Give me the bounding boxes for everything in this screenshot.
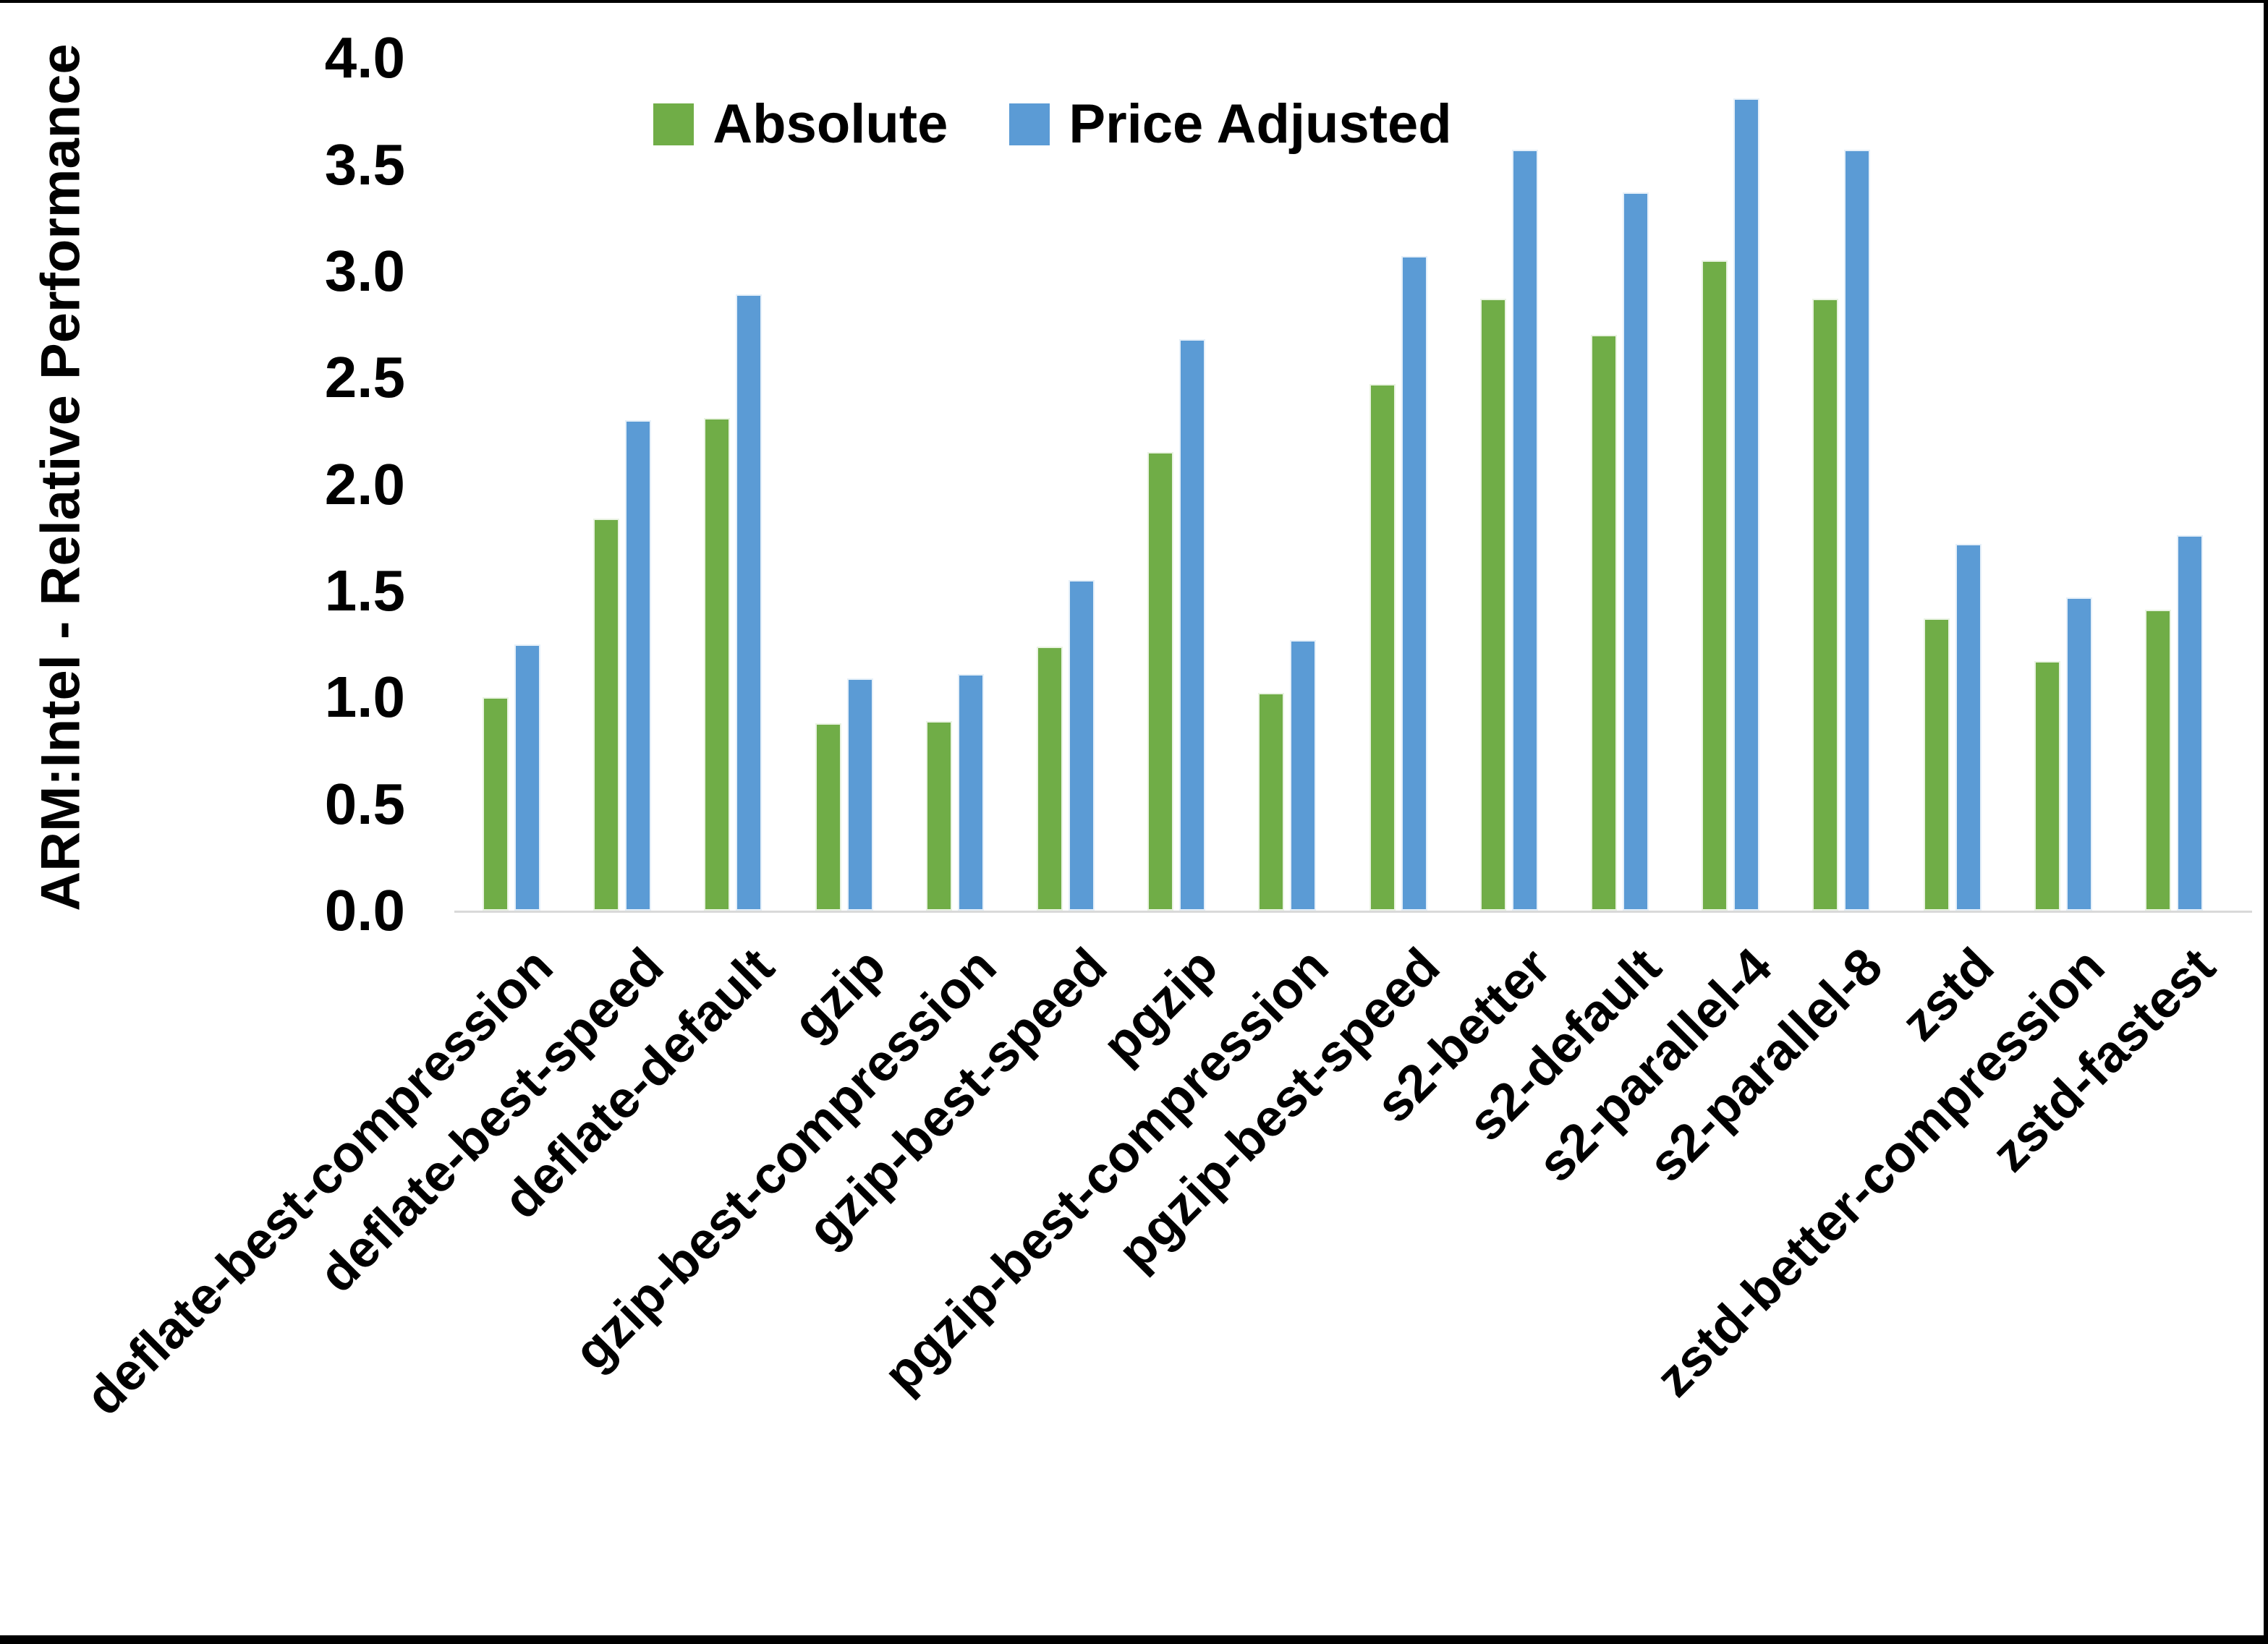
- bar-price-adjusted-s2-default: [1623, 192, 1649, 911]
- bar-price-adjusted-deflate-default: [736, 294, 763, 911]
- legend-swatch-price-adjusted: [1009, 103, 1050, 145]
- y-tick-label-3.5: 3.5: [324, 132, 405, 197]
- bar-price-adjusted-zstd-fastest: [2177, 535, 2203, 911]
- bar-absolute-deflate-best-compression: [483, 697, 509, 911]
- legend: Absolute Price Adjusted: [0, 93, 2105, 156]
- bar-absolute-zstd-better-compression: [2034, 661, 2060, 911]
- frame-right-border: [2264, 0, 2268, 1644]
- bar-price-adjusted-gzip-best-compression: [957, 673, 984, 911]
- y-tick-label-0.5: 0.5: [324, 771, 405, 836]
- legend-item-price-adjusted: Price Adjusted: [1009, 93, 1452, 156]
- bar-absolute-gzip-best-speed: [1037, 646, 1063, 911]
- y-tick-label-1.5: 1.5: [324, 558, 405, 623]
- bar-price-adjusted-gzip-best-speed: [1069, 580, 1095, 911]
- y-axis-title: ARM:Intel - Relative Performance: [30, 43, 92, 911]
- x-axis-line: [454, 911, 2252, 913]
- y-tick-label-2.0: 2.0: [324, 451, 405, 516]
- bar-price-adjusted-pgzip-best-compression: [1290, 639, 1317, 911]
- bar-absolute-s2-default: [1591, 335, 1617, 911]
- bar-absolute-s2-better: [1479, 299, 1506, 911]
- y-tick-label-2.5: 2.5: [324, 345, 405, 410]
- bar-absolute-s2-parallel-4: [1702, 260, 1728, 911]
- y-tick-label-4.0: 4.0: [324, 25, 405, 90]
- bar-price-adjusted-pgzip-best-speed: [1401, 256, 1427, 911]
- legend-label-price-adjusted: Price Adjusted: [1069, 93, 1452, 155]
- bar-absolute-zstd: [1923, 618, 1950, 911]
- bar-absolute-deflate-default: [704, 418, 731, 911]
- bar-absolute-pgzip-best-speed: [1369, 384, 1396, 911]
- bar-absolute-gzip-best-compression: [925, 720, 952, 911]
- y-tick-label-0.0: 0.0: [324, 878, 405, 942]
- legend-label-absolute: Absolute: [713, 93, 948, 155]
- y-tick-label-1.0: 1.0: [324, 665, 405, 730]
- frame-top-border: [0, 0, 2268, 3]
- bar-absolute-gzip: [815, 723, 841, 911]
- bar-absolute-s2-parallel-8: [1812, 299, 1839, 911]
- bar-price-adjusted-gzip: [846, 678, 873, 911]
- bar-absolute-deflate-best-speed: [593, 518, 620, 911]
- bar-price-adjusted-s2-parallel-4: [1733, 98, 1760, 911]
- bar-price-adjusted-zstd: [1955, 544, 1982, 911]
- bar-price-adjusted-pgzip: [1179, 339, 1206, 911]
- bar-price-adjusted-zstd-better-compression: [2065, 597, 2092, 911]
- bar-absolute-pgzip-best-compression: [1258, 693, 1285, 911]
- legend-swatch-absolute: [653, 103, 695, 145]
- bar-absolute-pgzip: [1147, 452, 1174, 911]
- bar-absolute-zstd-fastest: [2145, 610, 2171, 911]
- bar-price-adjusted-deflate-best-compression: [514, 644, 540, 911]
- frame-bottom-border: [0, 1635, 2268, 1644]
- bar-price-adjusted-deflate-best-speed: [625, 420, 652, 911]
- bar-price-adjusted-s2-parallel-8: [1844, 149, 1871, 911]
- legend-item-absolute: Absolute: [653, 93, 948, 156]
- bar-price-adjusted-s2-better: [1511, 149, 1538, 911]
- y-tick-label-3.0: 3.0: [324, 238, 405, 303]
